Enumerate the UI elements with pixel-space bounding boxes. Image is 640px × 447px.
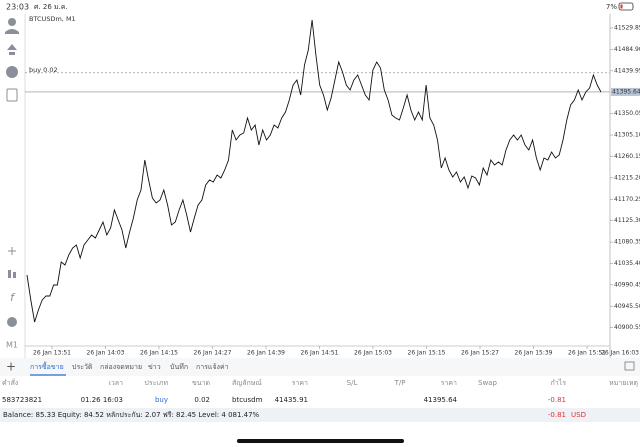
total-profit: -0.81 [548,411,566,419]
crosshair-icon[interactable] [8,247,16,255]
column-header: เวลา [108,379,123,387]
y-tick-label: 41484.90 [614,46,640,53]
column-header: หมายเหตุ [609,379,638,387]
account-icon-body [5,29,19,34]
price-line-series [26,19,602,323]
cell-order[interactable]: 583723821 [2,396,42,404]
column-header: ประเภท [144,379,168,387]
add-button[interactable]: + [6,360,16,374]
tab-bar [0,358,640,376]
y-tick-label: 41170.25 [614,196,640,203]
y-tick-label: 41260.15 [614,153,640,160]
trade-icon[interactable] [7,44,17,55]
battery: 7% [606,3,617,11]
y-tick-label: 41529.85 [614,25,640,32]
y-tick-label: 41125.30 [614,217,640,224]
x-tick-label: 26 Jan 15:51 [568,350,606,357]
y-tick-label: 41035.40 [614,260,640,267]
indicator-icon[interactable] [8,270,11,278]
cell-volume[interactable]: 0.02 [194,396,210,404]
battery-icon [618,2,634,11]
function-icon[interactable]: f [10,291,16,304]
y-tick-label: 41350.05 [614,110,640,117]
tab[interactable]: กล่องจดหมาย [100,363,142,371]
status-date: ศ. 26 ม.ค. [34,3,68,11]
column-header: กำไร [551,378,567,387]
y-tick-label: 41215.20 [614,174,640,181]
x-tick-label: 26 Jan 13:51 [33,350,71,357]
cell-type[interactable]: buy [155,396,168,404]
chat-icon[interactable] [6,66,18,78]
objects-icon[interactable] [7,317,17,327]
new-chart-icon[interactable] [6,88,18,102]
layout-button[interactable] [624,361,635,371]
symbol-label: BTCUSDm, M1 [29,15,76,23]
tab[interactable]: ประวัติ [72,363,93,371]
x-tick-label: 26 Jan 15:39 [515,350,553,357]
x-tick-label: 26 Jan 15:03 [354,350,392,357]
x-tick-label: 26 Jan 14:03 [87,350,125,357]
cell-price-open[interactable]: 41435.91 [275,396,308,404]
y-tick-label: 40990.45 [614,281,640,288]
x-tick-label: 26 Jan 14:51 [301,350,339,357]
x-tick-label: 26 Jan 16:03 [601,350,639,357]
current-price: 41395.64 [612,88,640,95]
indicator-icon [13,272,16,278]
account-summary: Balance: 85.33 Equity: 84.52 หลักประกัน:… [3,411,260,419]
y-tick-label: 41305.10 [614,132,640,139]
y-tick-label: 41080.35 [614,239,640,246]
account-icon[interactable] [8,18,16,26]
currency: USD [571,411,586,419]
x-tick-label: 26 Jan 15:15 [408,350,446,357]
column-header: ขนาด [192,379,210,387]
footer-bar [0,408,640,422]
cell-profit[interactable]: -0.81 [548,396,566,404]
column-header: ราคา [292,379,308,387]
x-tick-label: 26 Jan 14:27 [194,350,232,357]
timeframe-button[interactable]: M1 [6,341,18,350]
y-tick-label: 40945.50 [614,303,640,310]
status-time: 23:03 [6,3,29,12]
x-tick-label: 26 Jan 14:15 [140,350,178,357]
order-label: buy 0.02 [29,66,58,74]
column-header: ราคา [441,379,457,387]
tab[interactable]: การซื้อขาย [30,360,64,371]
home-indicator [237,439,404,443]
cell-time[interactable]: 01.26 16:03 [81,396,123,404]
price-tag [611,87,640,96]
tab[interactable]: ข่าว [148,363,161,371]
y-tick-label: 41439.95 [614,67,640,74]
column-header: S/L [347,379,358,387]
cell-symbol[interactable]: btcusdm [232,396,263,404]
tab[interactable]: บันทึก [170,362,188,371]
column-header: สัญลักษณ์ [232,379,262,387]
cell-price-current[interactable]: 41395.64 [424,396,458,404]
x-tick-label: 26 Jan 14:39 [247,350,285,357]
y-tick-label: 40900.55 [614,324,640,331]
tab[interactable]: การแจ้งค่า [196,363,229,371]
battery-level [620,4,623,9]
x-tick-label: 26 Jan 15:27 [461,350,499,357]
column-header: Swap [478,379,497,387]
column-header: T/P [394,379,406,387]
column-header: คำสั่ง [2,378,18,387]
